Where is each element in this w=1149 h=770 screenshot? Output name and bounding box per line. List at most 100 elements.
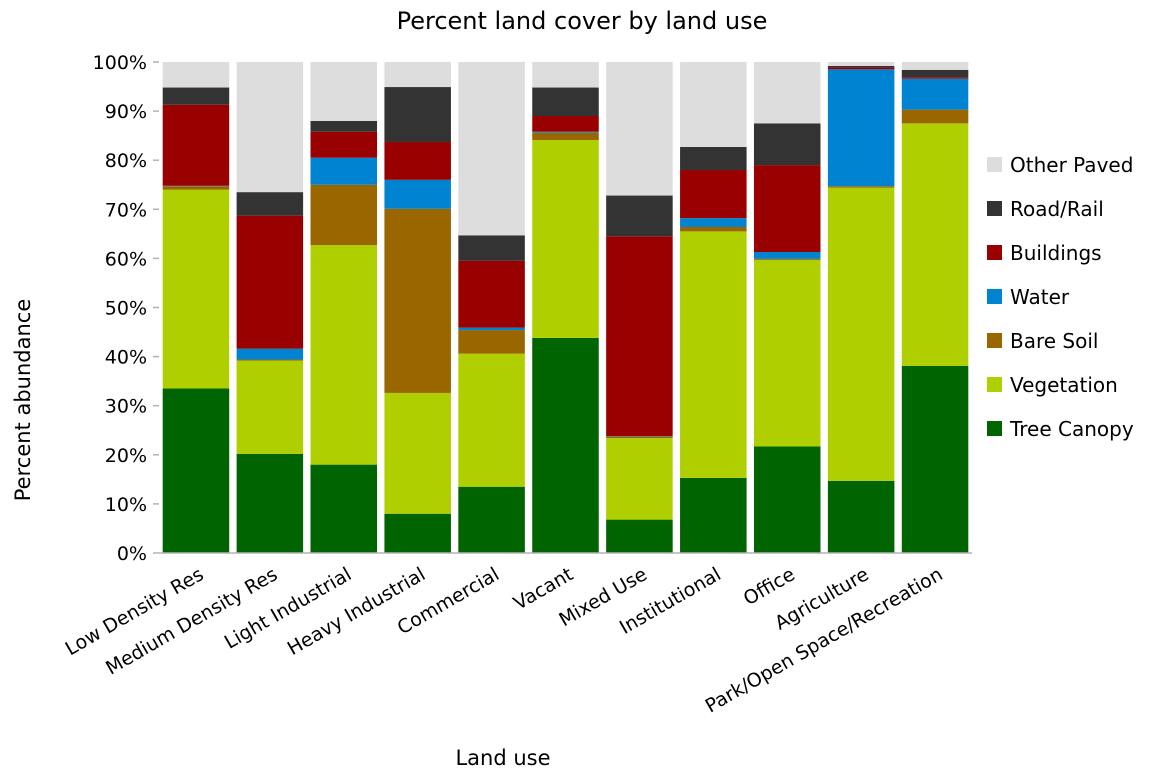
bar-segment-road-rail	[606, 195, 673, 237]
bar-segment-other-paved	[753, 62, 821, 124]
y-tick-label: 10%	[105, 494, 147, 516]
legend-swatch	[987, 245, 1002, 260]
legend-label: Tree Canopy	[1009, 417, 1134, 441]
legend-label: Water	[1010, 285, 1070, 309]
bar-segment-tree-canopy	[384, 513, 451, 553]
bar-segment-vegetation	[236, 360, 304, 454]
bar-segment-vegetation	[162, 189, 230, 389]
legend-swatch	[987, 201, 1002, 216]
legend-swatch	[987, 333, 1002, 348]
y-axis-ticks: 0% 10% 20% 30% 40% 50% 60% 70% 80% 90% 100%	[93, 52, 159, 565]
bar-segment-water	[458, 327, 525, 331]
bar-segment-buildings	[162, 104, 230, 186]
bar-segment-other-paved	[236, 62, 304, 193]
bar-segment-road-rail	[827, 65, 895, 68]
bar-segment-buildings	[236, 215, 304, 349]
y-tick-label: 40%	[105, 347, 147, 369]
bar-segment-bare-soil	[458, 330, 525, 354]
legend-label: Bare Soil	[1010, 329, 1098, 353]
y-tick-label: 90%	[105, 101, 147, 123]
bar-segment-bare-soil	[310, 184, 378, 246]
bar-segment-buildings	[827, 67, 895, 70]
bar-segment-buildings	[310, 131, 378, 158]
bar-segment-other-paved	[384, 62, 451, 88]
bar-segment-tree-canopy	[310, 464, 378, 553]
legend-swatch	[987, 421, 1002, 436]
bar-segment-vegetation	[680, 231, 747, 478]
bar-segment-buildings	[384, 142, 451, 180]
bar-segment-vegetation	[753, 259, 821, 447]
bar-segment-vegetation	[827, 187, 895, 481]
bar-segment-tree-canopy	[901, 365, 969, 553]
bar-segment-vegetation	[901, 123, 969, 366]
bar-segment-water	[310, 157, 378, 185]
y-tick-label: 0%	[117, 543, 147, 565]
bar-segment-water	[901, 78, 969, 110]
bars	[162, 62, 969, 553]
bar-segment-road-rail	[458, 235, 525, 261]
legend: Other Paved Road/Rail Buildings Water Bare S…	[987, 153, 1134, 441]
bar-segment-buildings	[458, 260, 525, 328]
legend-label: Buildings	[1010, 241, 1102, 265]
bar-segment-buildings	[901, 77, 969, 79]
bar-segment-buildings	[680, 170, 747, 219]
bar-segment-road-rail	[162, 87, 230, 105]
bar-segment-vegetation	[532, 140, 599, 338]
x-axis-title: Land use	[455, 746, 550, 770]
bar-segment-tree-canopy	[458, 486, 525, 553]
bar-segment-vegetation	[384, 392, 451, 514]
bar-segment-other-paved	[901, 62, 969, 70]
legend-label: Vegetation	[1010, 373, 1118, 397]
bar-segment-bare-soil	[606, 436, 673, 439]
bar-segment-road-rail	[384, 87, 451, 143]
legend-swatch	[987, 157, 1002, 172]
bar-segment-tree-canopy	[680, 477, 747, 553]
y-tick-label: 80%	[105, 150, 147, 172]
bar-segment-tree-canopy	[753, 446, 821, 553]
bar-segment-water	[236, 348, 304, 360]
bar-segment-bare-soil	[162, 186, 230, 190]
bar-segment-water	[827, 69, 895, 187]
legend-label: Road/Rail	[1010, 197, 1104, 221]
bar-segment-tree-canopy	[827, 480, 895, 553]
bar-segment-bare-soil	[532, 132, 599, 141]
bar-segment-bare-soil	[680, 226, 747, 232]
bar-segment-road-rail	[753, 123, 821, 166]
bar-segment-other-paved	[680, 62, 747, 147]
bar-segment-water	[532, 131, 599, 133]
chart-title: Percent land cover by land use	[397, 7, 768, 35]
bar-segment-tree-canopy	[162, 388, 230, 553]
y-axis-title: Percent abundance	[11, 299, 35, 501]
bar-segment-other-paved	[532, 62, 599, 88]
legend-swatch	[987, 289, 1002, 304]
bar-segment-tree-canopy	[532, 337, 599, 553]
bar-segment-other-paved	[162, 62, 230, 88]
bar-segment-other-paved	[310, 62, 378, 121]
legend-swatch	[987, 377, 1002, 392]
bar-segment-road-rail	[236, 192, 304, 216]
bar-segment-other-paved	[827, 62, 895, 66]
bar-segment-road-rail	[532, 87, 599, 117]
x-category-label: Office	[740, 563, 799, 610]
y-tick-label: 100%	[93, 52, 147, 74]
y-tick-label: 70%	[105, 199, 147, 221]
bar-segment-bare-soil	[384, 208, 451, 393]
y-tick-label: 50%	[105, 298, 147, 320]
bar-segment-road-rail	[901, 69, 969, 78]
bar-segment-other-paved	[458, 62, 525, 236]
bar-segment-water	[384, 179, 451, 209]
bar-segment-road-rail	[680, 146, 747, 171]
legend-label: Other Paved	[1010, 153, 1133, 177]
bar-segment-tree-canopy	[236, 453, 304, 553]
bar-segment-vegetation	[310, 245, 378, 465]
bar-segment-bare-soil	[236, 359, 304, 361]
bar-segment-buildings	[606, 236, 673, 437]
bar-segment-water	[680, 218, 747, 227]
bar-segment-bare-soil	[827, 186, 895, 188]
bar-segment-vegetation	[458, 353, 525, 487]
y-tick-label: 30%	[105, 396, 147, 418]
bar-segment-road-rail	[310, 120, 378, 132]
y-tick-label: 20%	[105, 445, 147, 467]
